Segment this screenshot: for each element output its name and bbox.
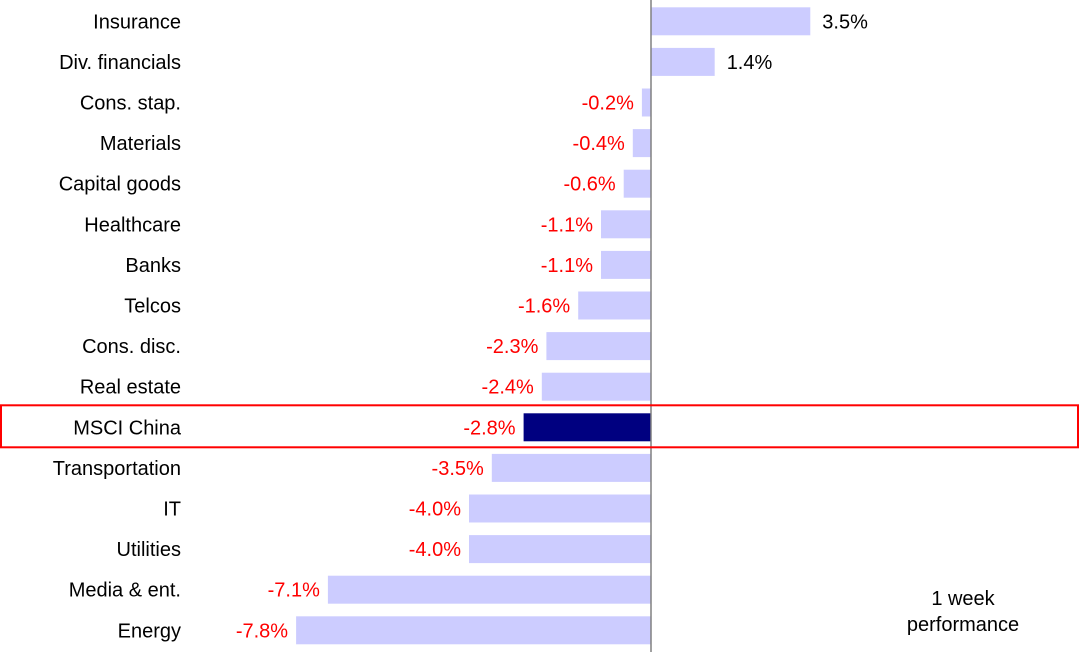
- category-label-capital-goods: Capital goods: [59, 174, 181, 196]
- bar-healthcare: [601, 210, 652, 239]
- bar-utilities: [469, 535, 651, 564]
- category-label-materials: Materials: [100, 133, 181, 155]
- category-label-div-financials: Div. financials: [59, 52, 181, 74]
- value-label-msci-china: -2.8%: [463, 417, 515, 439]
- category-label-banks: Banks: [125, 255, 181, 277]
- value-label-capital-goods: -0.6%: [563, 174, 615, 196]
- category-label-cons-disc: Cons. disc.: [82, 336, 181, 358]
- annotation-line-1: 1 week: [931, 588, 995, 610]
- category-label-telcos: Telcos: [124, 296, 181, 318]
- value-label-it: -4.0%: [409, 499, 461, 521]
- bar-telcos: [578, 291, 651, 320]
- value-label-utilities: -4.0%: [409, 539, 461, 561]
- category-label-cons-stap: Cons. stap.: [80, 93, 181, 115]
- value-label-real-estate: -2.4%: [482, 377, 534, 399]
- value-label-media-and-ent: -7.1%: [268, 580, 320, 602]
- value-label-cons-stap: -0.2%: [582, 93, 634, 115]
- chart-annotation: 1 week performance: [888, 586, 1038, 638]
- bar-energy: [296, 616, 651, 645]
- bars-group: [296, 7, 811, 645]
- value-label-telcos: -1.6%: [518, 296, 570, 318]
- category-label-msci-china: MSCI China: [73, 417, 182, 439]
- bar-insurance: [651, 7, 811, 36]
- value-label-insurance: 3.5%: [822, 11, 868, 33]
- category-label-utilities: Utilities: [117, 539, 181, 561]
- value-label-transportation: -3.5%: [432, 458, 484, 480]
- bar-materials: [632, 129, 651, 158]
- bar-msci-china: [523, 413, 651, 442]
- category-label-it: IT: [163, 499, 181, 521]
- annotation-line-2: performance: [906, 614, 1020, 636]
- bar-cons-disc: [546, 332, 651, 361]
- highlight-box: [0, 404, 1079, 449]
- bar-real-estate: [541, 372, 651, 401]
- labels-group: Insurance 3.5% Div. financials 1.4% Cons. st…: [53, 11, 868, 642]
- value-label-banks: -1.1%: [541, 255, 593, 277]
- category-label-transportation: Transportation: [53, 458, 181, 480]
- bar-it: [469, 494, 651, 523]
- value-label-healthcare: -1.1%: [541, 214, 593, 236]
- category-label-media-and-ent: Media & ent.: [69, 580, 181, 602]
- category-label-energy: Energy: [118, 620, 181, 642]
- bar-banks: [601, 250, 652, 279]
- bar-capital-goods: [623, 169, 651, 198]
- bar-transportation: [491, 453, 652, 482]
- value-label-cons-disc: -2.3%: [486, 336, 538, 358]
- bar-cons-stap: [641, 88, 651, 117]
- bar-div-financials: [651, 47, 715, 76]
- value-label-div-financials: 1.4%: [727, 52, 773, 74]
- category-label-insurance: Insurance: [93, 11, 181, 33]
- category-label-real-estate: Real estate: [80, 377, 181, 399]
- bar-media-and-ent: [327, 575, 651, 604]
- value-label-materials: -0.4%: [573, 133, 625, 155]
- value-label-energy: -7.8%: [236, 620, 288, 642]
- category-label-healthcare: Healthcare: [84, 214, 181, 236]
